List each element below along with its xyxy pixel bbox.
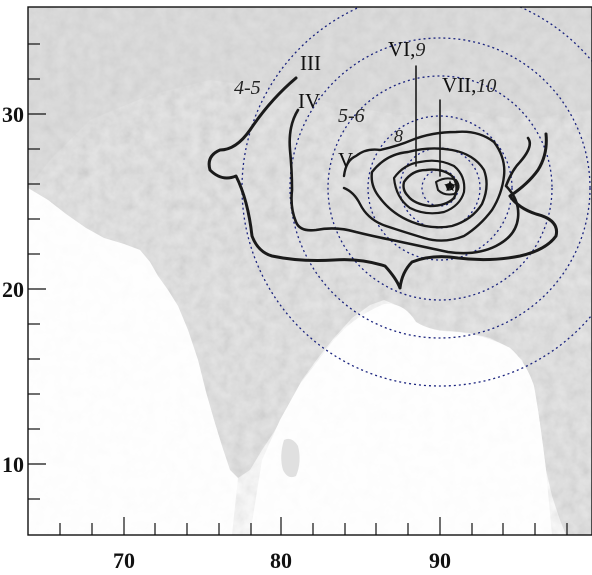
label-VII: VII,10 [442,73,496,97]
label-model-8: 8 [394,126,403,146]
isoseismal-V [342,130,506,242]
label-III: III [300,51,321,75]
label-VII-model: 10 [476,75,496,97]
y-tick-label-20: 20 [2,277,24,302]
x-tick-label-70: 70 [113,548,135,573]
isoseismal-contours [207,65,559,290]
map-frame [27,6,592,536]
model-contour-9 [399,147,481,229]
x-tick-label-80: 80 [270,548,292,573]
label-VI-model: 9 [415,39,425,61]
y-tick-label-30: 30 [2,102,24,127]
label-VII-roman: VII, [442,73,476,97]
isoseismal-VI [370,147,488,229]
x-tick-label-90: 90 [429,548,451,573]
isoseismal-VII-core [435,177,460,196]
label-IV: IV [298,89,320,113]
model-contour-8 [367,115,513,261]
label-V: V [338,148,353,172]
x-axis-ticks [59,517,568,535]
isoseismal-VII [402,168,458,208]
isoseismal-VI-inner [392,159,466,215]
y-axis-ticks [28,43,46,500]
isoseismal-IV [288,108,532,255]
label-VI: VI,9 [388,37,425,61]
model-contour-5-6 [289,37,591,339]
y-tick-label-10: 10 [2,452,24,477]
model-contour-6-7 [327,75,553,301]
isoseismal-III [207,76,559,290]
label-model-5-6: 5-6 [338,105,365,127]
epicenter-star [444,180,456,192]
label-VI-roman: VI, [388,37,415,61]
label-model-4-5: 4-5 [234,77,261,99]
